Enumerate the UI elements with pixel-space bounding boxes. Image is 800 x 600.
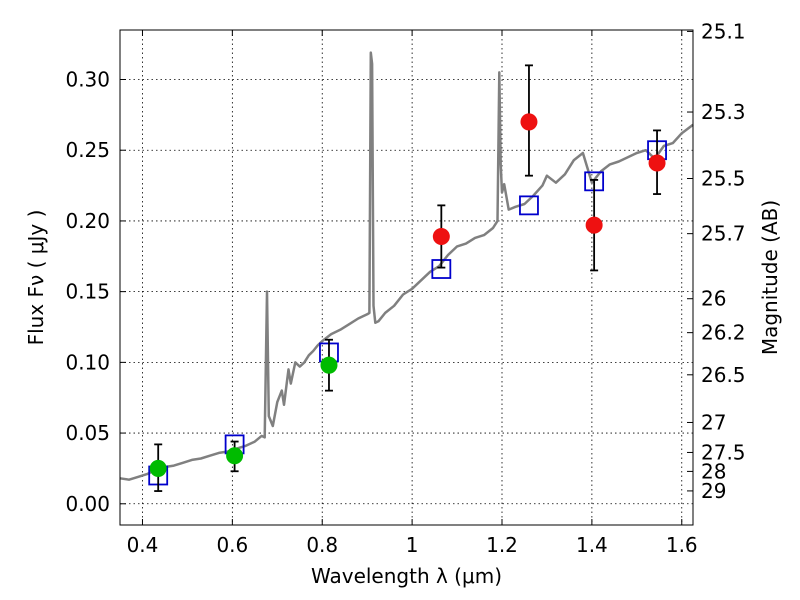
x-tick-label: 0.8 (306, 533, 338, 557)
model-bandpass-square (519, 195, 539, 216)
plot-series (119, 51, 694, 492)
x-tick-label: 1 (406, 533, 419, 557)
grid-lines (120, 30, 693, 525)
x-tick-label: 1.2 (486, 533, 518, 557)
y-tick-label: 0.15 (65, 280, 110, 304)
y-tick-label: 0.10 (65, 350, 110, 374)
data-point (226, 447, 244, 465)
axis-ticks: 0.4 0.6 0.8 1 1.2 1.4 1.6 0.00 0.05 0.10 0.15 0.20 0… (65, 19, 745, 557)
plot-frame (119, 29, 694, 526)
right-tick-label: 25.7 (701, 222, 746, 246)
right-tick-label: 26 (701, 287, 726, 311)
data-point (320, 356, 338, 374)
right-tick-label: 25.5 (701, 167, 746, 191)
data-point (585, 216, 603, 234)
y-tick-label: 0.05 (65, 421, 110, 445)
y-tick-label: 0.20 (65, 209, 110, 233)
data-point (648, 154, 666, 172)
right-tick-label: 26.5 (701, 363, 746, 387)
y-tick-label: 0.25 (65, 138, 110, 162)
right-tick-label: 25.3 (701, 100, 746, 124)
data-point (520, 113, 538, 131)
right-tick-label: 29 (701, 479, 726, 503)
y-tick-label: 0.00 (65, 492, 110, 516)
model-spectrum-line (119, 51, 694, 481)
x-tick-label: 1.6 (666, 533, 698, 557)
y-tick-label: 0.30 (65, 68, 110, 92)
y-axis-label-right: Magnitude (AB) (758, 200, 782, 355)
right-tick-label: 26.2 (701, 321, 746, 345)
data-point (432, 227, 450, 245)
right-tick-label: 25.1 (701, 19, 746, 43)
data-point (149, 459, 167, 477)
x-tick-label: 0.6 (216, 533, 248, 557)
right-tick-label: 28 (701, 459, 726, 483)
right-tick-label: 27 (701, 410, 726, 434)
x-tick-label: 0.4 (127, 533, 159, 557)
right-tick-label: 27.5 (701, 440, 746, 464)
x-axis-label: Wavelength λ (μm) (311, 564, 502, 588)
y-axis-label-left: Flux Fν ( μJy ) (24, 210, 48, 346)
x-tick-label: 1.4 (576, 533, 608, 557)
